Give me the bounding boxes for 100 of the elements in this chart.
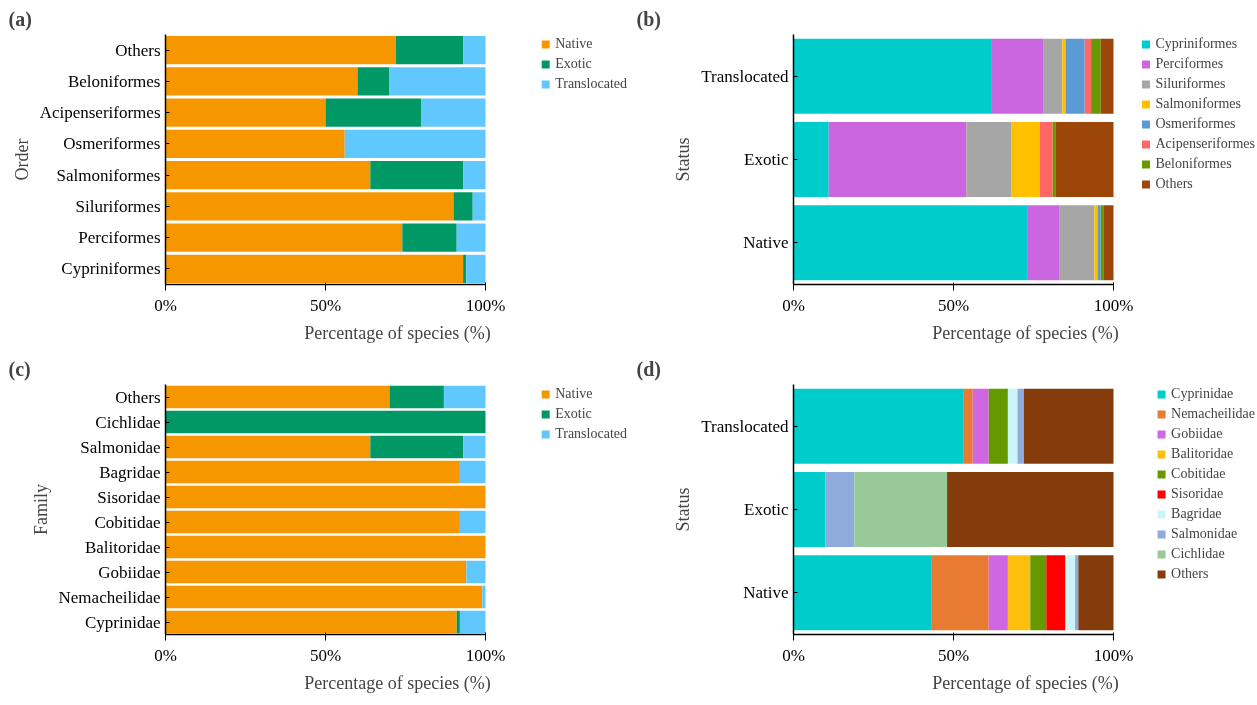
bar bbox=[1027, 205, 1060, 281]
bar bbox=[1055, 122, 1114, 197]
bar bbox=[165, 560, 467, 584]
bar bbox=[453, 192, 473, 221]
x-tick-label: 100% bbox=[1093, 295, 1134, 315]
bar bbox=[482, 585, 486, 609]
bar bbox=[325, 98, 422, 127]
y-tick-label: Beloniformes bbox=[67, 71, 161, 91]
y-tick-label: Native bbox=[743, 583, 789, 603]
bar bbox=[793, 205, 1028, 281]
y-tick-label: Acipenseriformes bbox=[39, 103, 161, 123]
bar bbox=[165, 435, 371, 459]
bar bbox=[931, 555, 989, 631]
y-tick-label: Cyprinidae bbox=[84, 612, 161, 632]
bar bbox=[1062, 38, 1066, 114]
x-axis-title: Percentage of species (%) bbox=[304, 322, 491, 344]
x-tick-label: 0% bbox=[154, 645, 177, 665]
bar bbox=[854, 472, 948, 547]
x-tick-label: 50% bbox=[309, 295, 342, 315]
y-tick-label: Cichlidae bbox=[95, 412, 161, 432]
bar bbox=[1065, 555, 1076, 631]
bar bbox=[165, 192, 454, 221]
bar bbox=[402, 223, 457, 252]
y-tick-label: Osmeriformes bbox=[63, 134, 161, 154]
bar bbox=[165, 385, 390, 409]
y-tick-label: Siluriformes bbox=[75, 196, 161, 216]
bar bbox=[793, 555, 932, 631]
y-axis-title: Status bbox=[673, 137, 694, 182]
bar bbox=[1007, 555, 1031, 631]
bar bbox=[389, 67, 486, 96]
bar bbox=[456, 610, 460, 634]
legend-label: Cyprinidae bbox=[1171, 386, 1234, 402]
bar bbox=[472, 192, 486, 221]
bar bbox=[165, 129, 345, 158]
legend-label: Others bbox=[1155, 176, 1193, 192]
bar bbox=[793, 472, 826, 547]
bar bbox=[165, 36, 396, 65]
bar bbox=[165, 585, 483, 609]
x-tick-label: 50% bbox=[937, 645, 970, 665]
y-tick-label: Others bbox=[115, 387, 161, 407]
y-tick-label: Translocated bbox=[701, 66, 789, 86]
bar bbox=[165, 510, 460, 534]
legend-label: Siluriformes bbox=[1155, 76, 1226, 92]
bar bbox=[1100, 38, 1114, 114]
bar bbox=[793, 38, 992, 114]
x-tick-label: 50% bbox=[937, 295, 970, 315]
chart-title: (d) bbox=[636, 357, 661, 381]
legend-label: Osmeriformes bbox=[1155, 116, 1236, 132]
bar bbox=[947, 472, 1114, 547]
bar bbox=[1030, 555, 1047, 631]
bar bbox=[421, 98, 486, 127]
y-tick-label: Cypriniformes bbox=[61, 259, 161, 279]
legend-label: Nemacheilidae bbox=[1171, 406, 1255, 422]
legend-label: Translocated bbox=[555, 76, 627, 92]
bar bbox=[1091, 38, 1101, 114]
chart-title: (c) bbox=[8, 357, 31, 381]
bar bbox=[825, 472, 855, 547]
bar bbox=[1043, 38, 1063, 114]
bar bbox=[1046, 555, 1066, 631]
bar bbox=[165, 485, 486, 509]
legend-label: Acipenseriformes bbox=[1155, 136, 1255, 152]
y-tick-label: Sisoridae bbox=[97, 487, 161, 507]
bar bbox=[165, 460, 460, 484]
bar bbox=[1065, 38, 1085, 114]
bar bbox=[466, 560, 486, 584]
y-tick-label: Salmonidae bbox=[80, 437, 161, 457]
bar bbox=[463, 254, 467, 283]
bar bbox=[165, 610, 457, 634]
chart-title: (b) bbox=[636, 7, 661, 31]
y-tick-label: Native bbox=[743, 233, 789, 253]
x-tick-label: 50% bbox=[309, 645, 342, 665]
bar bbox=[1059, 205, 1095, 281]
bar bbox=[459, 610, 486, 634]
bar bbox=[463, 435, 486, 459]
x-tick-label: 100% bbox=[465, 645, 506, 665]
y-axis-title: Order bbox=[11, 138, 32, 181]
y-axis-title: Family bbox=[30, 483, 51, 535]
x-tick-label: 0% bbox=[154, 295, 177, 315]
bar bbox=[370, 435, 464, 459]
legend-label: Translocated bbox=[555, 426, 627, 442]
bar bbox=[344, 129, 486, 158]
bar bbox=[828, 122, 967, 197]
bar bbox=[1052, 122, 1056, 197]
bar bbox=[1103, 205, 1114, 281]
bar bbox=[165, 410, 486, 434]
y-tick-label: Gobiidae bbox=[98, 562, 161, 582]
legend-label: Cypriniformes bbox=[1155, 36, 1238, 52]
legend-label: Exotic bbox=[555, 406, 592, 422]
legend-label: Salmoniformes bbox=[1155, 96, 1242, 112]
bar bbox=[988, 555, 1008, 631]
legend-label: Exotic bbox=[555, 56, 592, 72]
legend-label: Cobitidae bbox=[1171, 466, 1226, 482]
bar bbox=[466, 254, 486, 283]
bar bbox=[395, 36, 464, 65]
bar bbox=[1007, 388, 1018, 464]
legend-label: Perciformes bbox=[1155, 56, 1224, 72]
bar bbox=[793, 388, 964, 464]
legend-label: Salmonidae bbox=[1171, 526, 1238, 542]
bar bbox=[991, 38, 1044, 114]
y-tick-label: Translocated bbox=[701, 416, 789, 436]
